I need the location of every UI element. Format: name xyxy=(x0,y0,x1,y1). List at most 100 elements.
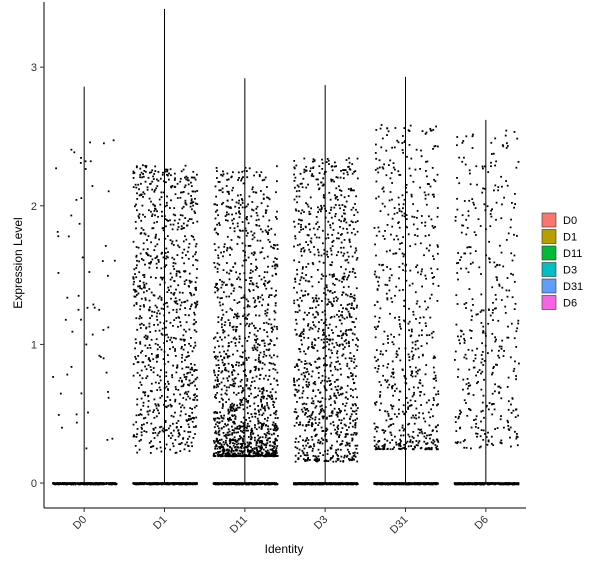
data-point xyxy=(355,208,357,211)
data-point xyxy=(139,315,141,318)
data-point xyxy=(338,279,341,282)
data-point xyxy=(190,441,193,444)
data-point xyxy=(239,385,242,387)
data-point xyxy=(230,176,233,179)
data-point xyxy=(256,451,259,454)
data-point xyxy=(244,455,247,458)
data-point xyxy=(306,437,308,439)
data-point xyxy=(310,436,313,438)
data-point xyxy=(155,256,158,259)
data-point xyxy=(250,230,253,233)
data-point xyxy=(217,374,220,376)
data-point xyxy=(253,252,256,255)
data-point xyxy=(81,483,83,485)
data-point xyxy=(151,314,153,317)
data-point xyxy=(214,227,217,230)
data-point xyxy=(157,404,160,407)
data-point xyxy=(152,483,155,485)
data-point xyxy=(251,282,254,285)
data-point xyxy=(216,287,218,289)
data-point xyxy=(239,437,242,440)
data-point xyxy=(341,440,344,442)
data-point xyxy=(255,428,258,431)
data-point xyxy=(165,264,168,266)
data-point xyxy=(246,378,249,380)
data-point xyxy=(329,198,332,201)
data-point xyxy=(272,328,274,331)
data-point xyxy=(176,197,179,199)
data-point xyxy=(329,226,332,229)
data-point xyxy=(241,398,244,401)
data-point xyxy=(247,245,250,247)
data-point xyxy=(139,341,142,343)
data-point xyxy=(261,446,263,449)
data-point xyxy=(221,309,224,312)
data-point xyxy=(192,380,195,383)
data-point xyxy=(143,276,146,278)
data-point xyxy=(167,354,169,356)
data-point xyxy=(338,419,341,421)
data-point xyxy=(353,432,356,434)
data-point xyxy=(191,417,194,419)
data-point xyxy=(300,332,302,335)
data-point xyxy=(275,424,278,427)
data-point xyxy=(230,439,232,441)
data-point xyxy=(194,190,197,193)
data-point xyxy=(144,416,147,419)
data-point xyxy=(214,445,217,448)
data-point xyxy=(167,251,169,253)
data-point xyxy=(66,296,69,299)
data-point xyxy=(237,438,240,441)
data-point xyxy=(153,249,156,251)
data-point xyxy=(268,296,270,298)
data-point xyxy=(248,483,250,485)
data-point xyxy=(255,282,258,285)
data-point xyxy=(176,366,179,368)
data-point xyxy=(242,370,245,373)
data-point xyxy=(259,398,262,401)
data-point xyxy=(276,445,279,447)
data-point xyxy=(263,322,265,324)
data-point xyxy=(177,389,180,391)
data-point xyxy=(231,378,234,381)
data-point xyxy=(160,252,163,255)
data-point xyxy=(345,293,347,296)
data-point xyxy=(305,425,308,427)
data-point xyxy=(304,353,307,355)
data-point xyxy=(165,371,168,374)
data-point xyxy=(356,349,359,351)
data-point xyxy=(139,287,141,289)
data-point xyxy=(177,244,179,247)
data-point xyxy=(262,442,265,445)
data-point xyxy=(305,362,308,365)
data-point xyxy=(263,444,266,446)
data-point xyxy=(233,446,236,449)
data-point xyxy=(345,159,348,161)
data-point xyxy=(174,350,176,352)
data-point xyxy=(170,414,173,417)
data-point xyxy=(351,172,354,175)
data-point xyxy=(258,437,260,440)
data-point xyxy=(337,459,339,461)
data-point xyxy=(268,362,271,364)
data-point xyxy=(174,411,176,414)
data-point xyxy=(142,324,145,326)
data-point xyxy=(220,355,222,358)
data-point xyxy=(349,315,351,318)
data-point xyxy=(152,367,155,369)
data-point xyxy=(221,280,223,283)
data-point xyxy=(242,431,245,434)
data-point xyxy=(243,416,245,419)
data-point xyxy=(217,288,220,291)
data-point xyxy=(221,203,223,206)
data-point xyxy=(236,440,239,442)
data-point xyxy=(216,378,219,381)
data-point xyxy=(225,433,227,436)
data-point xyxy=(153,221,156,224)
data-point xyxy=(267,197,270,199)
data-point xyxy=(323,385,326,387)
data-point xyxy=(191,445,193,448)
data-point xyxy=(132,363,135,365)
data-point xyxy=(175,308,178,311)
data-point xyxy=(317,448,320,451)
